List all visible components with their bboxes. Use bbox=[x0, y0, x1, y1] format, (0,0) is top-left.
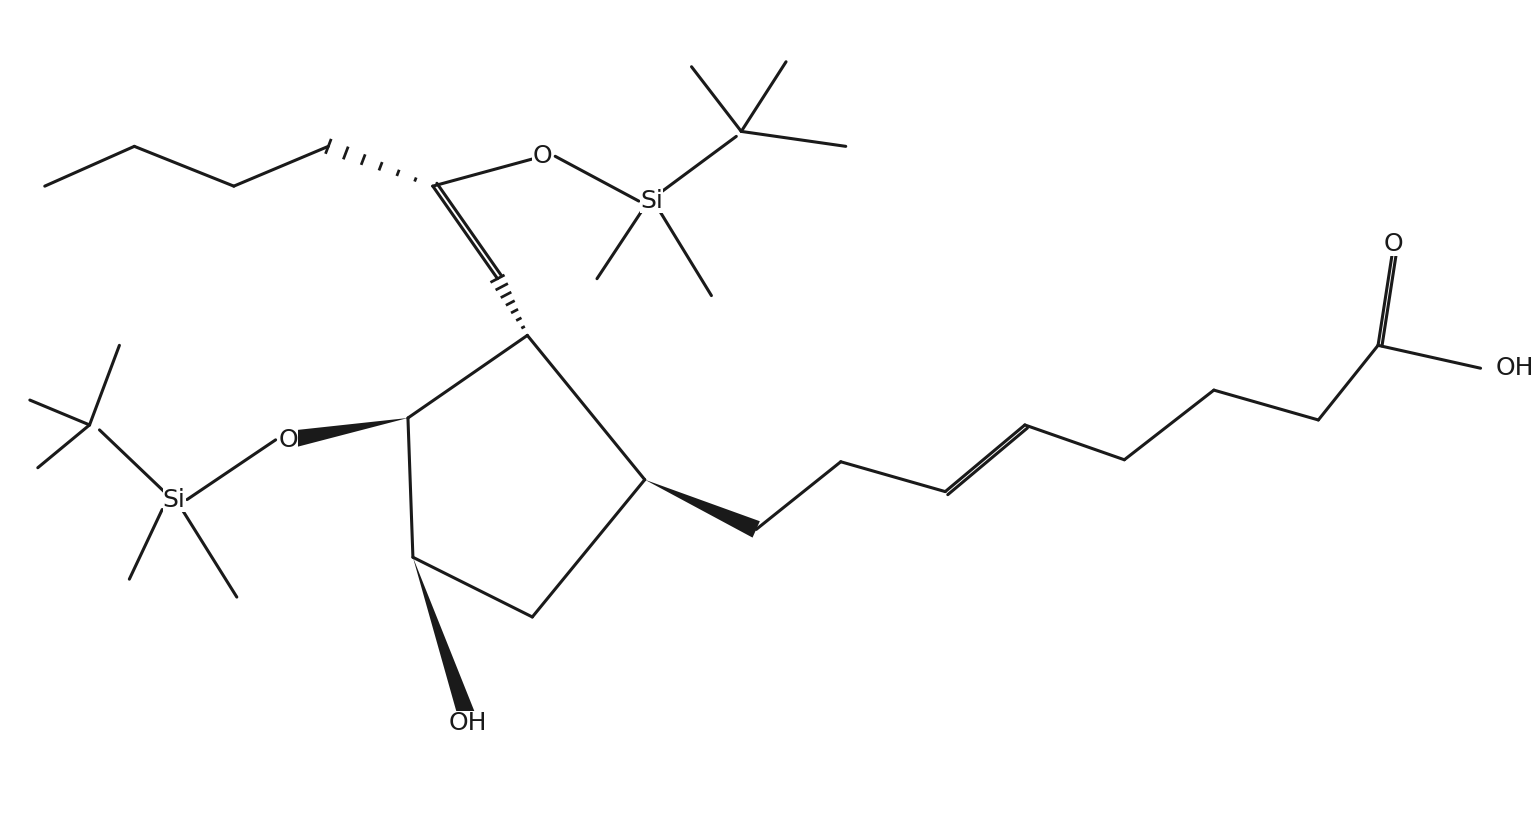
Polygon shape bbox=[644, 480, 760, 538]
Polygon shape bbox=[412, 558, 477, 721]
Text: OH: OH bbox=[1495, 356, 1533, 380]
Text: O: O bbox=[1383, 232, 1403, 256]
Text: OH: OH bbox=[449, 711, 488, 735]
Polygon shape bbox=[288, 418, 408, 449]
Text: O: O bbox=[532, 145, 552, 169]
Text: Si: Si bbox=[163, 487, 186, 511]
Text: Si: Si bbox=[640, 189, 663, 213]
Text: O: O bbox=[278, 428, 298, 452]
